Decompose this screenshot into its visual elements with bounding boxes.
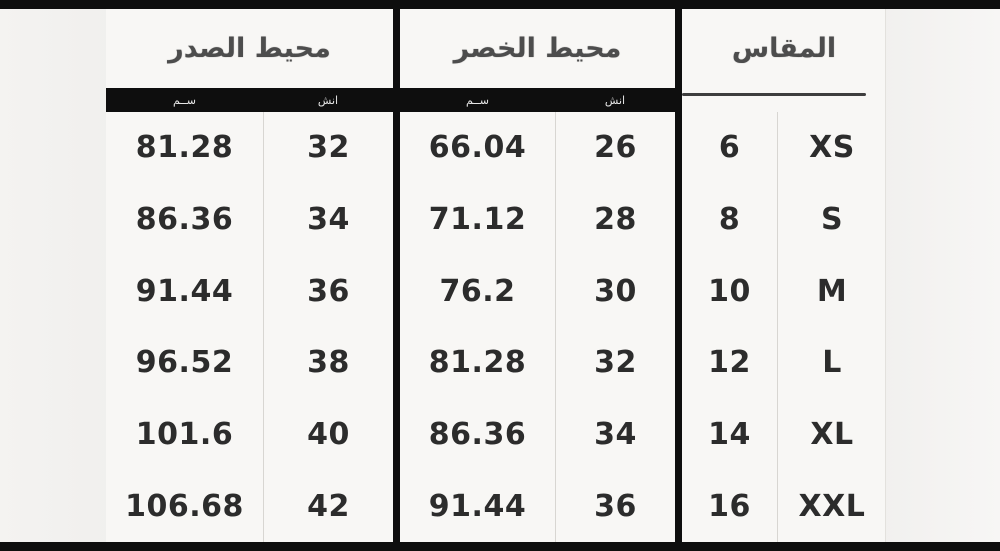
cell-size-number: 6 <box>718 130 741 166</box>
cell-waist-inch: 34 <box>555 398 675 471</box>
cell-waist-cm: 71.12 <box>428 201 527 237</box>
cell-size-number: 16 <box>708 488 751 524</box>
waist-inch-unit-label: انش <box>555 88 675 112</box>
cell-size-number: 14 <box>708 416 751 452</box>
cell-chest-inch: 40 <box>263 398 393 471</box>
cell-waist-cm: 81.28 <box>428 345 527 381</box>
cell-waist-inch: 32 <box>555 326 675 399</box>
chest-cm-unit-label: ســم <box>106 88 263 112</box>
bottom-black-bar <box>0 542 1000 551</box>
cell-chest-inch: 36 <box>263 255 393 327</box>
waist-cm-unit-label: ســم <box>400 88 555 112</box>
cell-size-label: S <box>777 183 886 256</box>
waist-size-divider <box>675 9 682 542</box>
cell-waist-cm: 76.2 <box>439 273 516 309</box>
cell-chest-cm: 86.36 <box>135 201 234 237</box>
top-black-bar <box>0 0 1000 9</box>
chest-circumference-header: محيط الصدر <box>168 33 331 64</box>
cell-waist-cm: 91.44 <box>428 488 527 524</box>
cell-chest-inch: 32 <box>263 112 393 184</box>
cell-size-label: L <box>777 326 886 399</box>
chest-waist-divider <box>393 9 400 542</box>
cell-chest-cm: 101.6 <box>135 416 234 452</box>
cell-chest-inch: 38 <box>263 326 393 399</box>
size-chart-table: محيط الصدر محيط الخصر المقاس ســم انش سـ… <box>106 9 886 542</box>
cell-waist-inch: 36 <box>555 470 675 542</box>
cell-size-number: 12 <box>708 345 751 381</box>
cell-chest-inch: 34 <box>263 183 393 256</box>
cell-size-label: XXL <box>777 470 886 542</box>
cell-size-label: XL <box>777 398 886 471</box>
cell-waist-inch: 30 <box>555 255 675 327</box>
cell-chest-cm: 91.44 <box>135 273 234 309</box>
cell-waist-cm: 86.36 <box>428 416 527 452</box>
cell-chest-cm: 81.28 <box>135 130 234 166</box>
chest-inch-unit-label: انش <box>263 88 393 112</box>
cell-size-label: XS <box>777 112 886 184</box>
cell-waist-cm: 66.04 <box>428 130 527 166</box>
cell-chest-cm: 106.68 <box>125 488 244 524</box>
cell-waist-inch: 28 <box>555 183 675 256</box>
cell-chest-cm: 96.52 <box>135 345 234 381</box>
size-header: المقاس <box>682 9 886 96</box>
cell-size-label: M <box>777 255 886 327</box>
cell-size-number: 8 <box>718 201 741 237</box>
cell-size-number: 10 <box>708 273 751 309</box>
waist-circumference-header: محيط الخصر <box>453 33 622 64</box>
cell-waist-inch: 26 <box>555 112 675 184</box>
cell-chest-inch: 42 <box>263 470 393 542</box>
